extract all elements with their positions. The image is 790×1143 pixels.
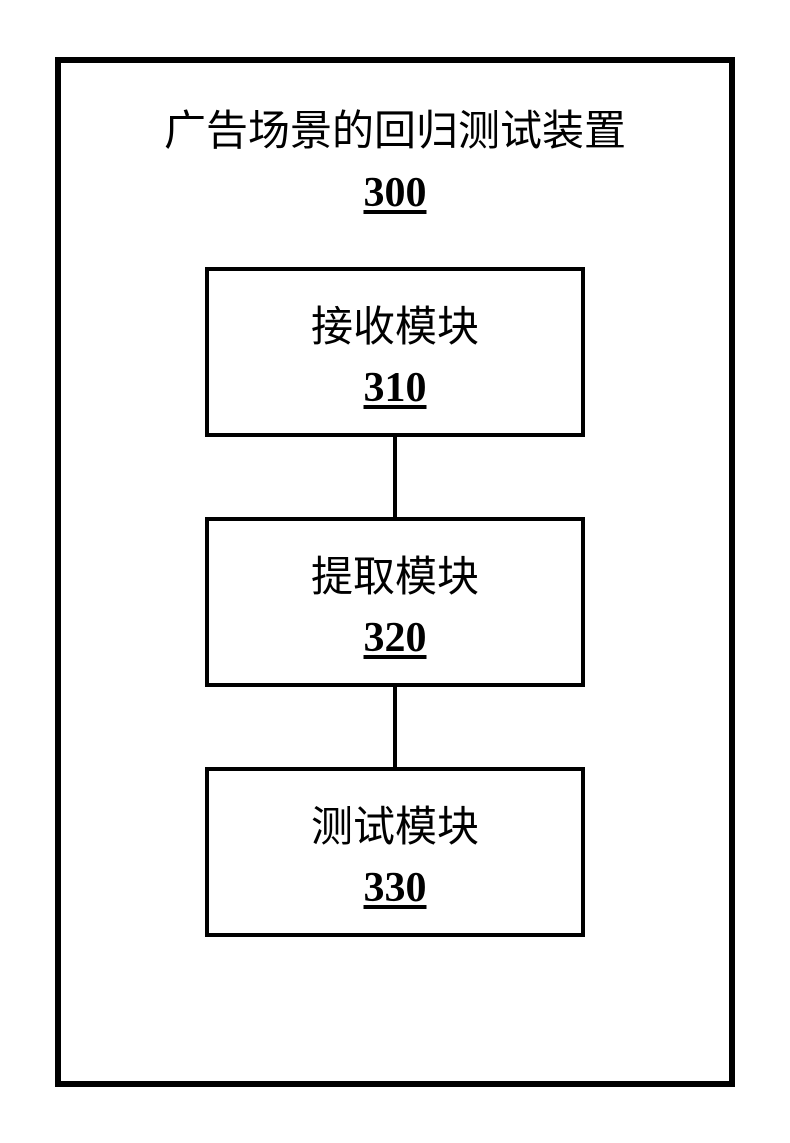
flow-area: 接收模块 310 提取模块 320 测试模块 330 — [121, 267, 669, 937]
diagram-header: 广告场景的回归测试装置 300 — [164, 103, 626, 218]
module-box-receive: 接收模块 310 — [205, 267, 585, 437]
module-label: 接收模块 — [311, 293, 479, 354]
module-label: 提取模块 — [311, 543, 479, 604]
module-label: 测试模块 — [311, 793, 479, 854]
diagram-container: 广告场景的回归测试装置 300 接收模块 310 提取模块 320 测试模块 3… — [55, 57, 735, 1087]
connector-line — [393, 437, 397, 517]
module-number: 330 — [364, 864, 427, 912]
connector-line — [393, 687, 397, 767]
diagram-number: 300 — [164, 169, 626, 217]
module-number: 310 — [364, 364, 427, 412]
diagram-title: 广告场景的回归测试装置 — [164, 103, 626, 162]
module-box-test: 测试模块 330 — [205, 767, 585, 937]
module-number: 320 — [364, 614, 427, 662]
module-box-extract: 提取模块 320 — [205, 517, 585, 687]
